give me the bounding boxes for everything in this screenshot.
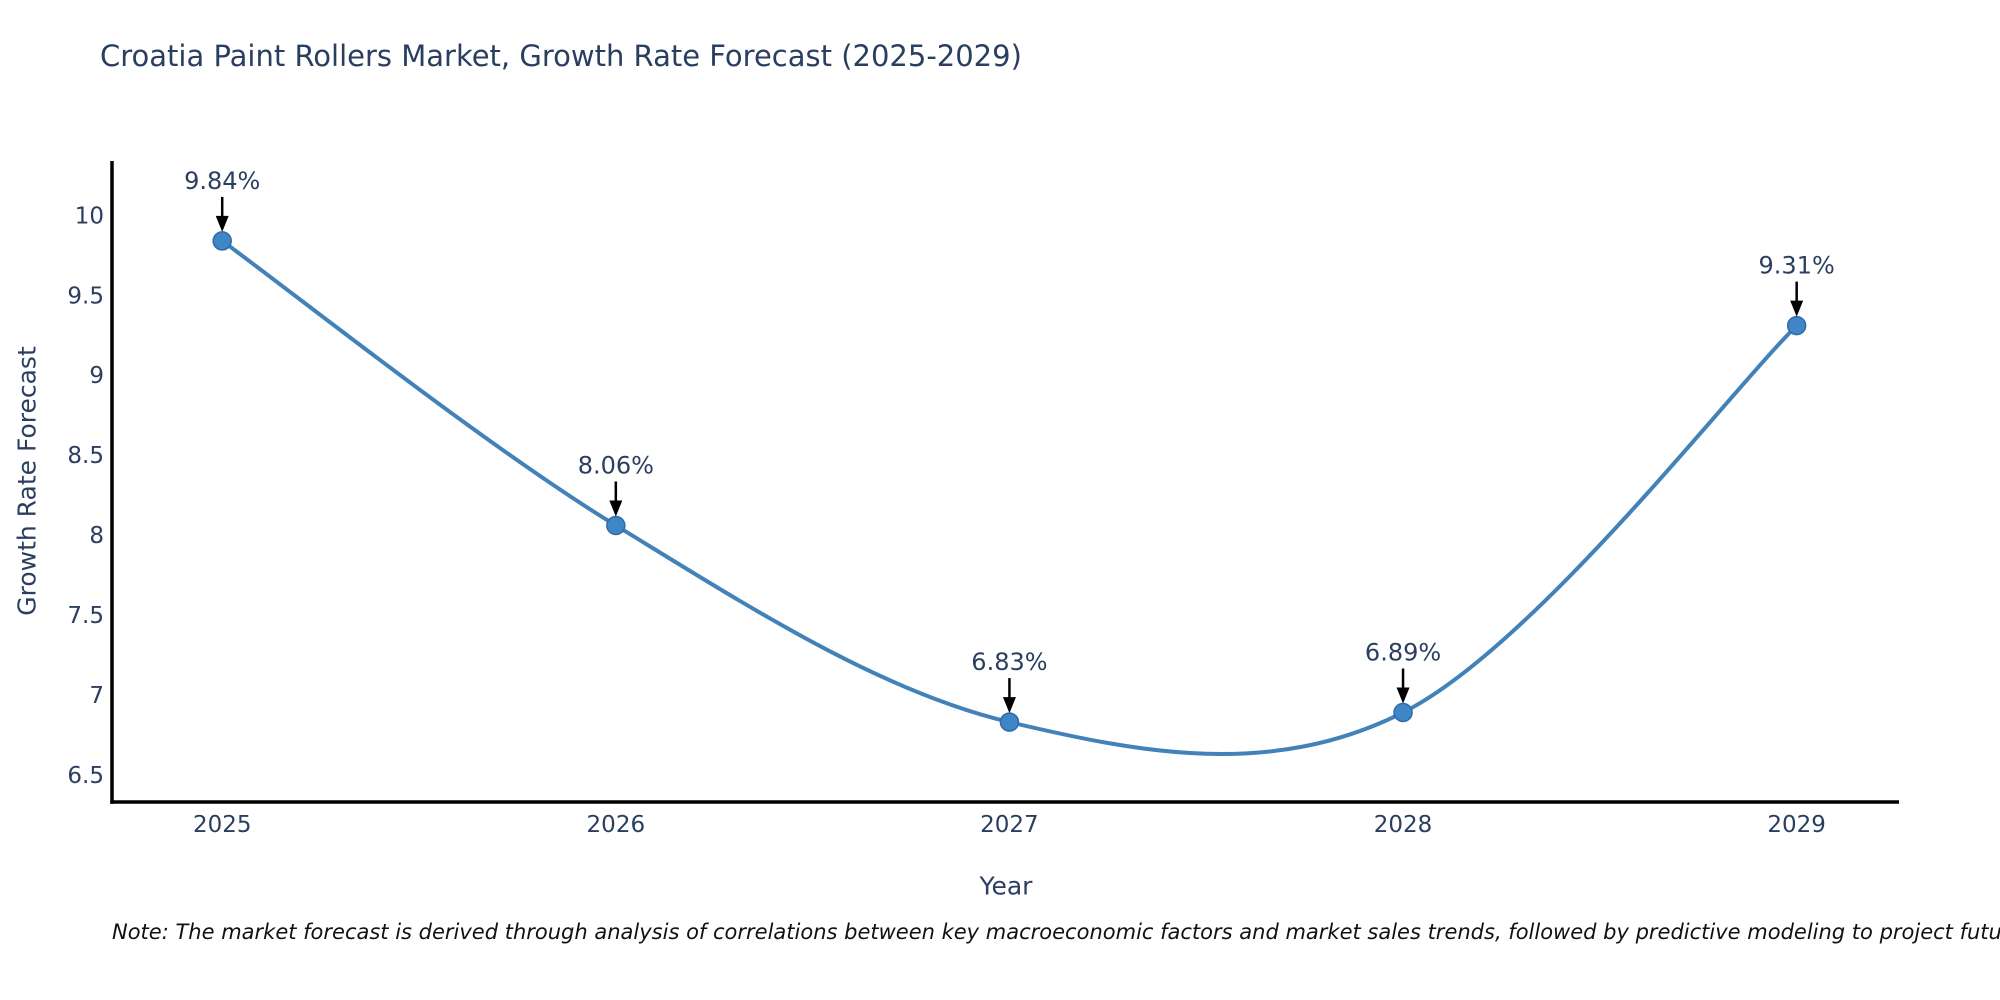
annotation-label: 6.89% — [1365, 638, 1441, 666]
y-tick-label: 8 — [89, 523, 104, 549]
annotation-arrow-head — [1396, 687, 1410, 704]
y-tick-label: 7 — [89, 683, 104, 709]
footnote: Note: The market forecast is derived thr… — [112, 920, 2000, 944]
annotation-label: 9.31% — [1759, 252, 1835, 280]
annotation-arrow-head — [609, 500, 623, 517]
data-point — [999, 712, 1020, 732]
data-point — [1393, 702, 1413, 723]
annotation-arrow-head — [215, 215, 229, 232]
y-tick-label: 7.5 — [67, 603, 104, 629]
y-tick-label: 9.5 — [67, 283, 104, 309]
chart-title: Croatia Paint Rollers Market, Growth Rat… — [100, 39, 1022, 73]
x-axis-title: Year — [979, 871, 1033, 901]
x-tick-label: 2025 — [193, 812, 252, 838]
y-tick-label: 6.5 — [67, 763, 104, 789]
annotation-label: 6.83% — [971, 648, 1047, 676]
annotation-arrow-head — [1790, 300, 1804, 317]
x-tick-label: 2029 — [1767, 812, 1826, 838]
data-point — [606, 515, 626, 536]
annotation-label: 9.84% — [184, 167, 260, 195]
data-point — [212, 231, 232, 251]
x-tick-label: 2026 — [587, 812, 646, 838]
x-tick-label: 2027 — [980, 812, 1039, 838]
annotation-arrow-head — [1002, 697, 1016, 714]
y-tick-label: 9 — [89, 363, 104, 389]
series-line — [220, 238, 1799, 756]
y-tick-label: 8.5 — [67, 443, 104, 469]
x-tick-label: 2028 — [1374, 812, 1433, 838]
annotation-label: 8.06% — [578, 451, 654, 479]
y-tick-label: 10 — [75, 203, 104, 229]
data-point — [1786, 315, 1807, 336]
